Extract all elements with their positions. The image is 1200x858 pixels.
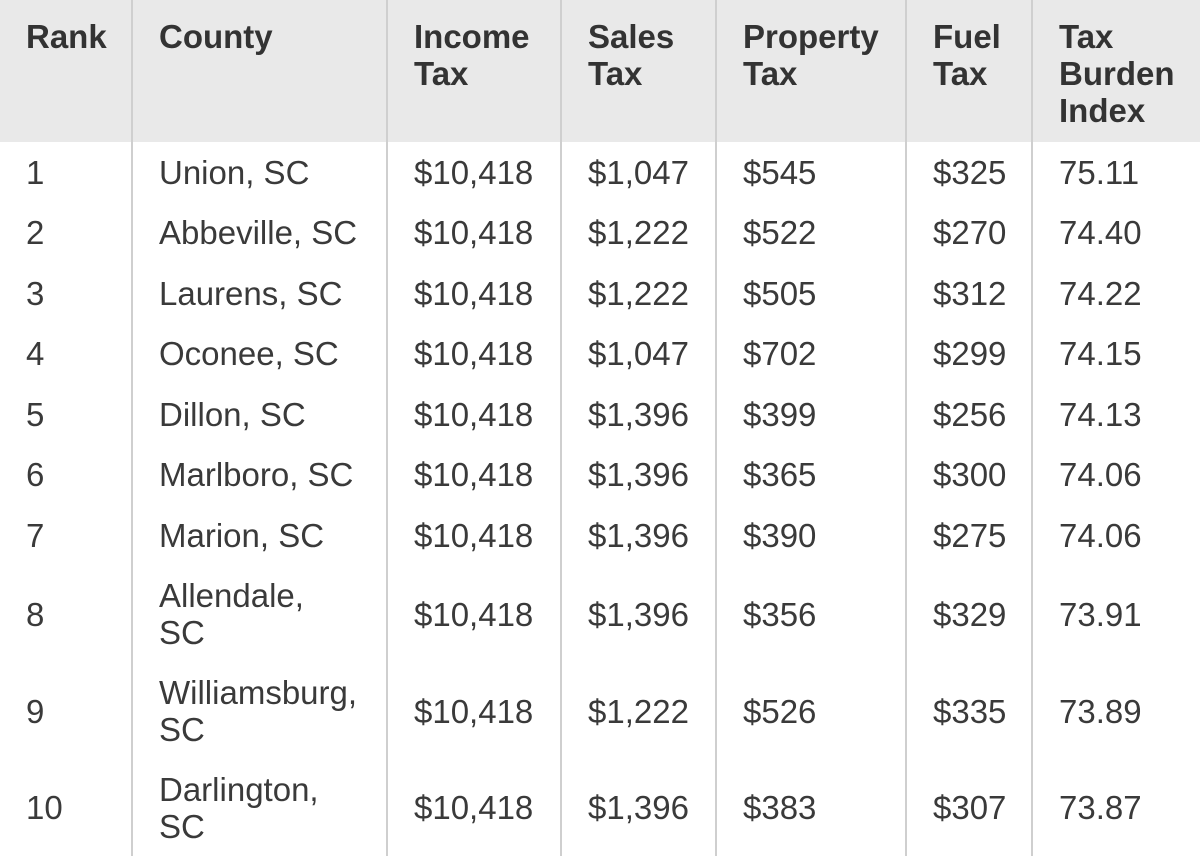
property-tax-cell: $383 xyxy=(715,759,906,856)
table-row: 6 Marlboro, SC $10,418 $1,396 $365 $300 … xyxy=(0,444,1200,505)
fuel-tax-cell: $329 xyxy=(905,565,1032,663)
sales-tax-cell: $1,396 xyxy=(560,444,716,505)
tax-burden-index-cell: 73.89 xyxy=(1031,662,1200,760)
fuel-tax-cell: $300 xyxy=(905,444,1032,505)
property-tax-cell: $526 xyxy=(715,662,906,760)
rank-cell: 4 xyxy=(26,335,45,373)
tax-burden-index-cell: 73.91 xyxy=(1031,565,1200,663)
fuel-tax-cell: $275 xyxy=(905,505,1032,566)
property-tax-cell: $356 xyxy=(715,565,906,663)
tax-burden-index-cell: 74.06 xyxy=(1031,444,1200,505)
table-row: 7 Marion, SC $10,418 $1,396 $390 $275 74… xyxy=(0,505,1200,566)
income-tax-cell: $10,418 xyxy=(386,323,561,384)
fuel-tax-cell: $325 xyxy=(905,142,1032,203)
income-tax-cell: $10,418 xyxy=(386,759,561,856)
sales-tax-cell: $1,396 xyxy=(560,565,716,663)
county-cell: Oconee, SC xyxy=(131,323,387,384)
rank-cell: 10 xyxy=(26,789,63,826)
table-row: 9 Williamsburg, SC $10,418 $1,222 $526 $3… xyxy=(0,662,1200,760)
tax-burden-index-cell: 74.13 xyxy=(1031,384,1200,445)
sales-tax-cell: $1,396 xyxy=(560,384,716,445)
county-cell: Marlboro, SC xyxy=(131,444,387,505)
tax-burden-index-cell: 74.40 xyxy=(1031,202,1200,263)
table-row: 4 Oconee, SC $10,418 $1,047 $702 $299 74… xyxy=(0,323,1200,384)
tax-burden-index-cell: 74.22 xyxy=(1031,263,1200,324)
header-income-tax: Income Tax xyxy=(386,0,561,142)
county-cell: Williamsburg, SC xyxy=(131,662,387,760)
fuel-tax-cell: $270 xyxy=(905,202,1032,263)
property-tax-cell: $365 xyxy=(715,444,906,505)
rank-cell: 1 xyxy=(26,153,45,191)
income-tax-cell: $10,418 xyxy=(386,142,561,203)
sales-tax-cell: $1,222 xyxy=(560,662,716,760)
rank-cell: 7 xyxy=(26,516,45,554)
header-rank: Rank xyxy=(0,0,132,142)
county-cell: Marion, SC xyxy=(131,505,387,566)
table-row: 10 Darlington, SC $10,418 $1,396 $383 $30… xyxy=(0,759,1200,856)
property-tax-cell: $505 xyxy=(715,263,906,324)
header-county: County xyxy=(131,0,387,142)
property-tax-cell: $399 xyxy=(715,384,906,445)
county-cell: Allendale, SC xyxy=(131,565,387,663)
property-tax-cell: $702 xyxy=(715,323,906,384)
income-tax-cell: $10,418 xyxy=(386,662,561,760)
table-row: 3 Laurens, SC $10,418 $1,222 $505 $312 7… xyxy=(0,263,1200,324)
county-cell: Laurens, SC xyxy=(131,263,387,324)
income-tax-cell: $10,418 xyxy=(386,505,561,566)
header-tax-burden-index: Tax Burden Index xyxy=(1031,0,1200,142)
income-tax-cell: $10,418 xyxy=(386,202,561,263)
header-row: Rank County Income Tax Sales Tax Property T… xyxy=(0,0,1200,142)
header-sales-tax: Sales Tax xyxy=(560,0,716,142)
sales-tax-cell: $1,222 xyxy=(560,263,716,324)
county-cell: Darlington, SC xyxy=(131,759,387,856)
fuel-tax-cell: $299 xyxy=(905,323,1032,384)
fuel-tax-cell: $307 xyxy=(905,759,1032,856)
income-tax-cell: $10,418 xyxy=(386,565,561,663)
table-row: 2 Abbeville, SC $10,418 $1,222 $522 $270… xyxy=(0,202,1200,263)
sales-tax-cell: $1,047 xyxy=(560,142,716,203)
fuel-tax-cell: $312 xyxy=(905,263,1032,324)
sales-tax-cell: $1,047 xyxy=(560,323,716,384)
rank-cell: 9 xyxy=(26,692,45,730)
table-row: 5 Dillon, SC $10,418 $1,396 $399 $256 74… xyxy=(0,384,1200,445)
fuel-tax-cell: $256 xyxy=(905,384,1032,445)
income-tax-cell: $10,418 xyxy=(386,384,561,445)
sales-tax-cell: $1,222 xyxy=(560,202,716,263)
tax-burden-index-cell: 74.15 xyxy=(1031,323,1200,384)
rank-cell: 2 xyxy=(26,214,45,252)
county-cell: Dillon, SC xyxy=(131,384,387,445)
table-row: 8 Allendale, SC $10,418 $1,396 $356 $329 … xyxy=(0,565,1200,663)
sales-tax-cell: $1,396 xyxy=(560,759,716,856)
tax-burden-index-cell: 73.87 xyxy=(1031,759,1200,856)
table-row: 1 Union, SC $10,418 $1,047 $545 $325 75.… xyxy=(0,142,1200,203)
county-cell: Abbeville, SC xyxy=(131,202,387,263)
header-fuel-tax: Fuel Tax xyxy=(905,0,1032,142)
header-property-tax: Property Tax xyxy=(715,0,906,142)
rank-cell: 5 xyxy=(26,395,45,433)
tax-burden-index-cell: 74.06 xyxy=(1031,505,1200,566)
rank-cell: 8 xyxy=(26,595,45,633)
rank-cell: 3 xyxy=(26,274,45,312)
fuel-tax-cell: $335 xyxy=(905,662,1032,760)
property-tax-cell: $545 xyxy=(715,142,906,203)
sales-tax-cell: $1,396 xyxy=(560,505,716,566)
property-tax-cell: $390 xyxy=(715,505,906,566)
tax-burden-index-cell: 75.11 xyxy=(1031,142,1200,203)
property-tax-cell: $522 xyxy=(715,202,906,263)
income-tax-cell: $10,418 xyxy=(386,263,561,324)
county-cell: Union, SC xyxy=(131,142,387,203)
income-tax-cell: $10,418 xyxy=(386,444,561,505)
rank-cell: 6 xyxy=(26,456,45,494)
